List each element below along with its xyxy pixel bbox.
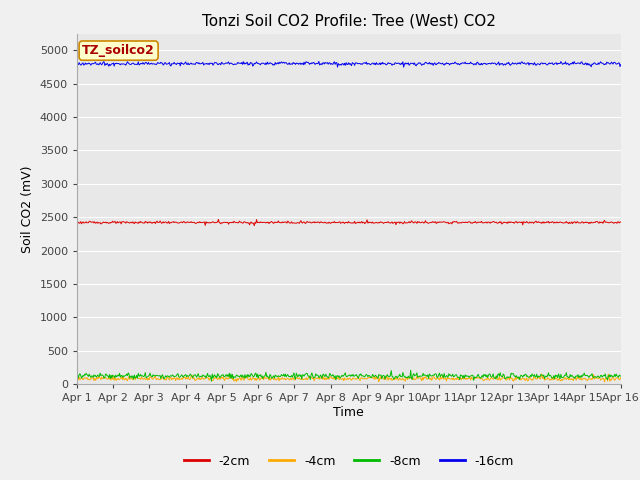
Title: Tonzi Soil CO2 Profile: Tree (West) CO2: Tonzi Soil CO2 Profile: Tree (West) CO2 — [202, 13, 496, 28]
Text: TZ_soilco2: TZ_soilco2 — [82, 44, 155, 57]
Legend: -2cm, -4cm, -8cm, -16cm: -2cm, -4cm, -8cm, -16cm — [179, 450, 519, 473]
X-axis label: Time: Time — [333, 406, 364, 419]
Y-axis label: Soil CO2 (mV): Soil CO2 (mV) — [21, 165, 34, 252]
